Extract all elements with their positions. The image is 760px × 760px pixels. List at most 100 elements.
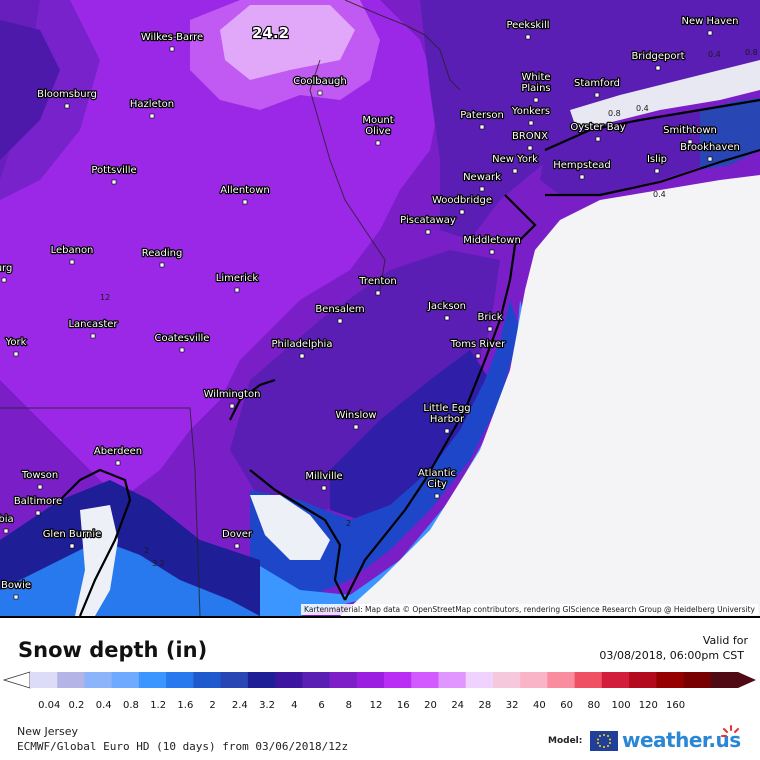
legend-swatch [329,672,358,688]
city-label: Middletown [463,235,521,246]
city-label: Islip [647,154,667,165]
legend-swatch [629,672,657,688]
city-label: Reading [142,248,183,259]
legend-swatch [275,672,303,688]
long-island-blue [700,98,760,170]
legend-swatch [465,672,494,688]
city-label: Oyster Bay [570,122,625,133]
city-marker [111,179,117,185]
city-label: BRONX [512,131,548,142]
city-marker [115,460,121,466]
city-marker [479,186,485,192]
legend-tick-label: 0.8 [123,700,139,711]
city-label: bia [0,514,14,525]
contour-label: 2 [346,519,351,528]
legend-swatch [247,672,276,688]
city-marker [528,120,534,126]
city-label: Allentown [220,185,269,196]
legend-tick-label: 1.2 [150,700,166,711]
city-marker [487,326,493,332]
chesapeake-bay [75,505,118,616]
legend-tick-label: 8 [346,700,352,711]
city-label: Mount Olive [362,115,393,137]
city-marker [444,428,450,434]
city-label: Bensalem [315,304,364,315]
sun-icon [718,724,742,744]
city-marker [525,34,531,40]
city-marker [707,30,713,36]
city-marker [69,259,75,265]
city-label: Glen Burnie [43,529,102,540]
city-label: Little Egg Harbor [423,403,470,425]
city-marker [169,46,175,52]
state-borders [0,0,461,616]
city-label: Peekskill [506,20,549,31]
delaware-bay [250,495,330,560]
legend-swatch [574,672,603,688]
legend-tick-label: 20 [424,700,437,711]
legend-swatch [384,672,412,688]
city-label: Baltimore [14,496,62,507]
legend-swatch [138,672,167,688]
city-marker [337,318,343,324]
ocean [340,175,760,616]
city-marker [64,103,70,109]
legend-tick-label: 2.4 [232,700,248,711]
legend-swatch [220,672,249,688]
legend-colorbar: 0.04 0.2 0.4 0.8 1.2 1.6 2 2.4 3.2 4 6 8 12 16 20 24 28 3… [2,671,756,711]
city-label: York [5,337,27,348]
city-marker [459,209,465,215]
legend-swatch [356,672,385,688]
city-label: Paterson [460,110,504,121]
city-label: Millville [305,471,342,482]
city-label: Bloomsburg [37,89,97,100]
brand-logo-text[interactable]: weather.us [622,728,741,752]
city-marker [90,333,96,339]
legend-tick-label: 0.4 [96,700,112,711]
city-marker [475,353,481,359]
legend-min-arrow [2,671,31,689]
legend-swatch [302,672,331,688]
contour-24-28 [220,5,355,80]
contour-se-lightblue [250,300,528,616]
city-label: Dover [222,529,253,540]
city-marker [35,510,41,516]
contour-label: 12 [100,293,110,302]
city-label: Bridgeport [631,51,684,62]
city-marker [69,543,75,549]
city-marker [594,92,600,98]
snow-depth-map: 0.4 0.8 0.8 0.4 0.4 12 2 3.2 2 24.2 Wilk… [0,0,760,616]
city-marker [512,168,518,174]
city-label: Aberdeen [94,446,142,457]
legend-swatch [57,672,85,688]
city-marker [317,90,323,96]
legend-swatch [547,672,576,688]
city-label: Brick [477,312,502,323]
legend-swatch [84,672,113,688]
city-layer: Wilkes-Barre Peekskill New Haven Coolbaugh B… [0,15,741,600]
coastline [59,98,760,616]
legend-max-arrow [738,672,756,688]
legend-tick-label: 100 [612,700,631,711]
city-marker [434,493,440,499]
legend-swatch [656,672,685,688]
legend-tick-label: 80 [587,700,600,711]
city-marker [527,145,533,151]
legend-tick-label: 40 [533,700,546,711]
model-label: Model: [548,736,583,746]
legend-swatch [411,672,439,688]
city-marker [234,287,240,293]
legend-swatch [193,672,222,688]
legend-tick-label: 60 [560,700,573,711]
city-marker [3,528,9,534]
city-marker [533,97,539,103]
city-label: Stamford [574,78,620,89]
city-label: White Plains [521,72,550,94]
contour-se-indigo [330,350,490,520]
contour-label: 3.2 [152,559,165,568]
legend-tick-label: 4 [291,700,297,711]
contour-label: 2 [144,546,149,555]
city-marker [1,277,7,283]
city-marker [149,113,155,119]
legend-tick-label: 32 [506,700,519,711]
